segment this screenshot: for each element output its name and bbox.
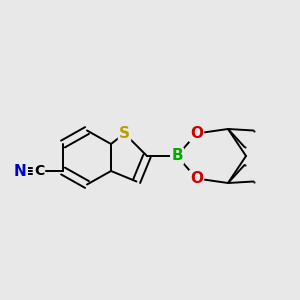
Text: O: O (190, 126, 203, 141)
Text: C: C (34, 164, 44, 178)
Text: S: S (119, 126, 130, 141)
Text: O: O (190, 171, 203, 186)
Text: N: N (14, 164, 27, 178)
Text: B: B (171, 148, 183, 164)
